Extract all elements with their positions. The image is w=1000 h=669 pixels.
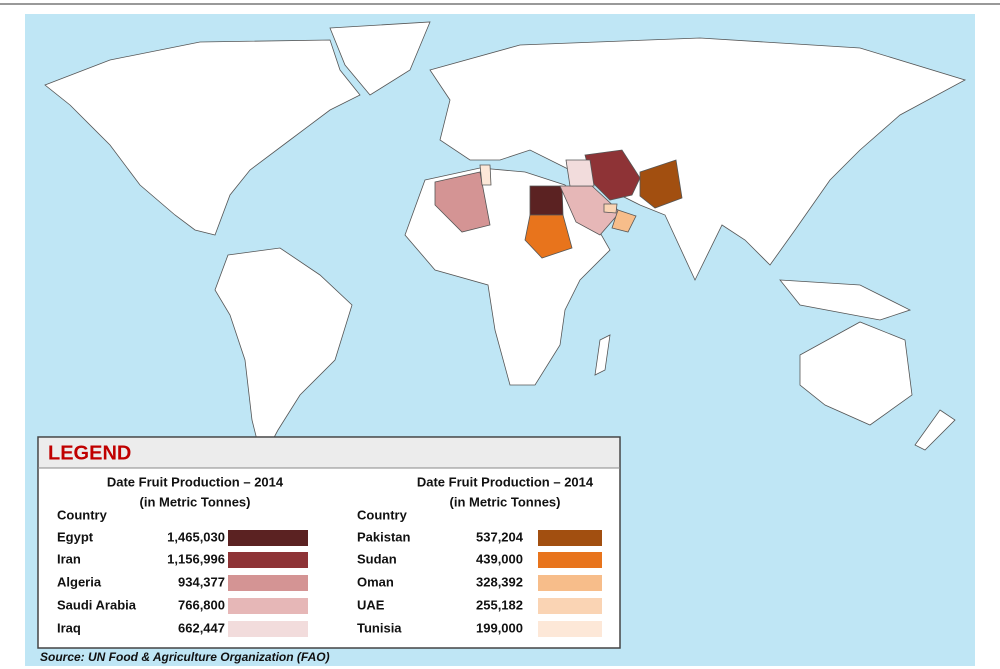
production-value: 199,000 xyxy=(476,620,523,635)
legend-swatch xyxy=(538,598,602,614)
greenland xyxy=(329,21,431,96)
country-name: Saudi Arabia xyxy=(57,597,137,612)
legend-header xyxy=(39,438,619,468)
north-america xyxy=(44,39,361,236)
country-region xyxy=(603,203,618,214)
country-region xyxy=(611,209,637,233)
country-name: Iran xyxy=(57,551,81,566)
southeast-asia xyxy=(779,279,912,321)
legend-swatch xyxy=(538,621,602,637)
legend-swatch xyxy=(228,621,308,637)
country-name: Oman xyxy=(357,574,394,589)
madagascar xyxy=(594,334,611,376)
legend-title: LEGEND xyxy=(48,442,131,464)
country-name: Tunisia xyxy=(357,620,402,635)
country-label: Country xyxy=(357,507,408,522)
legend: LEGEND xyxy=(37,436,621,649)
country-name: Iraq xyxy=(57,620,81,635)
production-value: 255,182 xyxy=(476,597,523,612)
production-value: 1,465,030 xyxy=(167,529,225,544)
legend-swatch xyxy=(538,530,602,546)
legend-swatch xyxy=(538,575,602,591)
production-value: 1,156,996 xyxy=(167,551,225,566)
eurasia xyxy=(429,37,967,281)
country-region xyxy=(639,159,683,209)
legend-swatch xyxy=(228,598,308,614)
country-region xyxy=(529,185,564,216)
new-zealand xyxy=(914,409,956,451)
country-region xyxy=(524,214,573,259)
country-region xyxy=(565,159,595,187)
legend-swatch xyxy=(538,552,602,568)
legend-swatch xyxy=(228,552,308,568)
country-region xyxy=(479,164,492,186)
country-name: Algeria xyxy=(57,574,102,589)
column-subheading: (in Metric Tonnes) xyxy=(450,494,561,509)
column-heading: Date Fruit Production – 2014 xyxy=(417,474,594,489)
production-value: 439,000 xyxy=(476,551,523,566)
country-name: Egypt xyxy=(57,529,94,544)
highlighted-countries xyxy=(434,149,683,259)
production-value: 934,377 xyxy=(178,574,225,589)
legend-swatch xyxy=(228,530,308,546)
production-value: 328,392 xyxy=(476,574,523,589)
production-value: 662,447 xyxy=(178,620,225,635)
column-subheading: (in Metric Tonnes) xyxy=(140,494,251,509)
country-label: Country xyxy=(57,507,108,522)
legend-box xyxy=(37,436,621,649)
legend-swatch xyxy=(228,575,308,591)
country-name: Pakistan xyxy=(357,529,411,544)
production-value: 766,800 xyxy=(178,597,225,612)
source: Source: UN Food & Agriculture Organizati… xyxy=(40,650,330,664)
country-name: Sudan xyxy=(357,551,397,566)
country-name: UAE xyxy=(357,597,385,612)
south-america xyxy=(214,247,353,462)
country-region xyxy=(434,171,491,233)
column-heading: Date Fruit Production – 2014 xyxy=(107,474,284,489)
production-value: 537,204 xyxy=(476,529,524,544)
australia xyxy=(799,321,913,426)
